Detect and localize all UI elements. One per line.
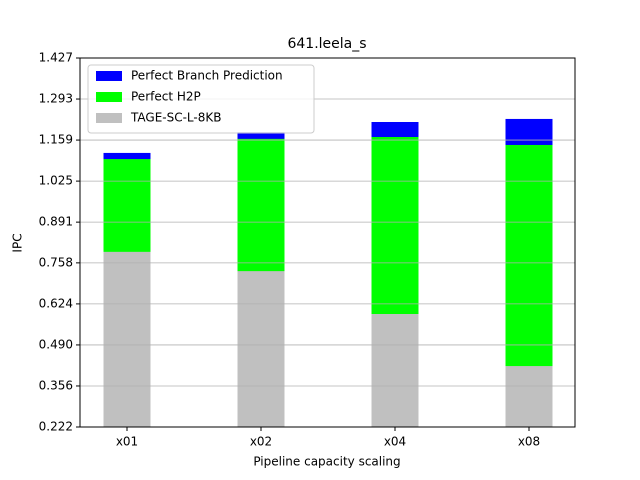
- x-tick-label: x08: [518, 435, 540, 449]
- y-tick-label: 1.427: [39, 51, 73, 65]
- x-axis-label: Pipeline capacity scaling: [253, 455, 400, 469]
- y-tick-label: 0.356: [39, 378, 73, 392]
- bar: [505, 366, 553, 427]
- y-tick-label: 1.159: [39, 133, 73, 147]
- legend-swatch: [96, 113, 122, 123]
- bar: [371, 314, 419, 427]
- bar: [237, 271, 285, 427]
- y-tick-label: 1.293: [39, 92, 73, 106]
- y-tick-label: 0.490: [39, 337, 73, 351]
- bars: [103, 118, 553, 428]
- x-tick-label: x01: [116, 435, 138, 449]
- legend-label: Perfect H2P: [131, 90, 201, 104]
- y-tick-label: 0.624: [39, 296, 73, 310]
- legend-swatch: [96, 92, 122, 102]
- plot-frame: [79, 57, 576, 428]
- y-axis-label: IPC: [11, 233, 25, 252]
- legend-box: [87, 64, 315, 134]
- y-tick-label: 0.222: [39, 420, 73, 434]
- chart-title: 641.leela_s: [287, 36, 366, 52]
- x-tick-label: x04: [384, 435, 406, 449]
- y-tick-label: 0.891: [39, 215, 73, 229]
- legend-swatch: [96, 71, 122, 81]
- y-tick-label: 0.758: [39, 255, 73, 269]
- bar: [103, 251, 151, 427]
- x-tick-label: x02: [250, 435, 272, 449]
- legend-label: Perfect Branch Prediction: [131, 69, 283, 83]
- y-tick-label: 1.025: [39, 174, 73, 188]
- legend-label: TAGE-SC-L-8KB: [130, 111, 221, 125]
